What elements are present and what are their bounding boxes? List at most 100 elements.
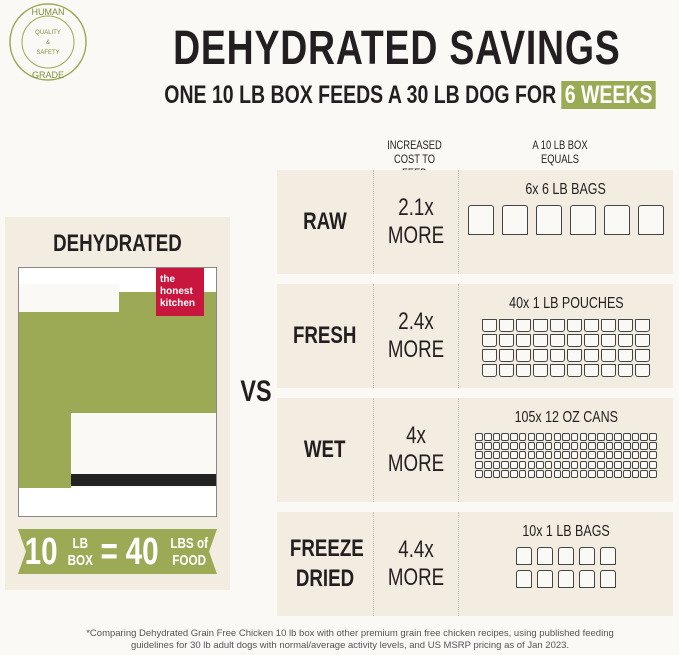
comparison-row-freeze-dried: FREEZE DRIED 4.4x MORE 10x 1 LB BAGS <box>277 512 673 616</box>
bag-icon <box>570 205 596 235</box>
can-icon <box>510 451 518 460</box>
can-icon <box>631 442 640 451</box>
can-icon <box>570 460 579 469</box>
pouch-icon <box>482 349 497 362</box>
pouch-icon <box>584 364 599 377</box>
pouch-icon <box>618 364 633 377</box>
bag-icon <box>502 205 528 235</box>
can-icon <box>605 433 614 441</box>
can-icon <box>553 433 562 441</box>
equivalent: 40x 1 LB POUCHES <box>458 284 673 388</box>
seal-text-top: HUMAN <box>32 7 65 17</box>
cost-multiplier: 4.4x MORE <box>373 512 458 616</box>
equivalent: 10x 1 LB BAGS <box>458 512 673 616</box>
can-icon <box>614 469 622 478</box>
can-icon <box>631 469 640 478</box>
can-icon <box>536 442 544 451</box>
can-icon <box>614 460 622 469</box>
seal-text-quality: QUALITY <box>35 30 61 36</box>
pouch-icon <box>601 364 616 377</box>
bag-icon <box>579 570 595 588</box>
can-icon <box>518 460 527 469</box>
pouch-icon <box>482 364 497 377</box>
pouch-icon <box>499 364 514 377</box>
pouch-icon <box>584 319 599 332</box>
can-icon <box>544 469 553 478</box>
pouch-icon <box>567 349 582 362</box>
can-icon <box>492 460 501 469</box>
can-icon <box>562 460 570 469</box>
pouch-icon <box>516 349 531 362</box>
can-icon <box>640 442 648 451</box>
can-icon <box>570 442 579 451</box>
pouch-icon <box>533 364 548 377</box>
bag-icon <box>468 205 494 235</box>
weeks-highlight: 6 WEEKS <box>561 81 656 109</box>
bag-icon <box>579 547 595 565</box>
pouch-icon <box>550 349 565 362</box>
food-type: WET <box>303 436 346 463</box>
pouch-icon <box>635 349 650 362</box>
column-header-equals: A 10 LB BOX EQUALS <box>532 138 588 166</box>
can-icon <box>544 460 553 469</box>
pouch-icon <box>533 319 548 332</box>
pouch-icon <box>601 319 616 332</box>
can-icon <box>588 460 596 469</box>
bag-icon <box>638 205 664 235</box>
can-icon <box>553 460 562 469</box>
human-grade-seal: HUMAN QUALITY & SAFETY GRADE <box>9 3 87 81</box>
can-icon <box>588 469 596 478</box>
can-icon <box>579 433 588 441</box>
can-icon <box>484 442 492 451</box>
can-icon <box>588 442 596 451</box>
comparison-row-raw: RAW 2.1x MORE 6x 6 LB BAGS <box>277 170 673 274</box>
lb-banner: 10 LB BOX = 40 LBS of FOOD <box>18 529 217 574</box>
can-icon <box>614 451 622 460</box>
can-icon <box>579 442 588 451</box>
equivalent: 6x 6 LB BAGS <box>458 170 673 274</box>
can-icon <box>597 460 605 469</box>
cost-multiplier: 4x MORE <box>373 398 458 502</box>
can-icon <box>475 433 483 441</box>
can-icon <box>544 451 553 460</box>
can-icon <box>536 460 544 469</box>
can-icon <box>527 451 535 460</box>
can-icon <box>475 469 483 478</box>
can-icon <box>475 460 483 469</box>
pouch-icon <box>533 334 548 347</box>
can-icon <box>605 451 614 460</box>
bag-icon <box>516 570 532 588</box>
bag-icon <box>537 547 553 565</box>
can-icon <box>623 433 631 441</box>
pouch-icon <box>499 319 514 332</box>
can-icon <box>640 469 648 478</box>
pouch-icon <box>601 349 616 362</box>
can-icon <box>605 460 614 469</box>
pouch-icon <box>482 334 497 347</box>
cost-multiplier: 2.4x MORE <box>373 284 458 388</box>
can-icon <box>631 433 640 441</box>
pouch-icon <box>516 319 531 332</box>
can-icon <box>501 442 509 451</box>
can-icon <box>484 451 492 460</box>
bag-icon <box>600 547 616 565</box>
bag-icon <box>536 205 562 235</box>
can-icon <box>510 442 518 451</box>
can-icon <box>501 451 509 460</box>
bag-icon <box>600 570 616 588</box>
cost-multiplier: 2.1x MORE <box>373 170 458 274</box>
pouch-icon <box>567 334 582 347</box>
can-icon <box>597 442 605 451</box>
pouch-icon <box>516 364 531 377</box>
bag-icon <box>558 547 574 565</box>
bag-icon <box>558 570 574 588</box>
can-icon <box>640 451 648 460</box>
can-icon <box>518 433 527 441</box>
seal-text-and: & <box>46 40 50 46</box>
pouch-icon <box>516 334 531 347</box>
can-icon <box>518 442 527 451</box>
food-type: RAW <box>302 208 347 235</box>
can-icon <box>536 451 544 460</box>
can-icon <box>527 469 535 478</box>
pouch-icon <box>499 349 514 362</box>
